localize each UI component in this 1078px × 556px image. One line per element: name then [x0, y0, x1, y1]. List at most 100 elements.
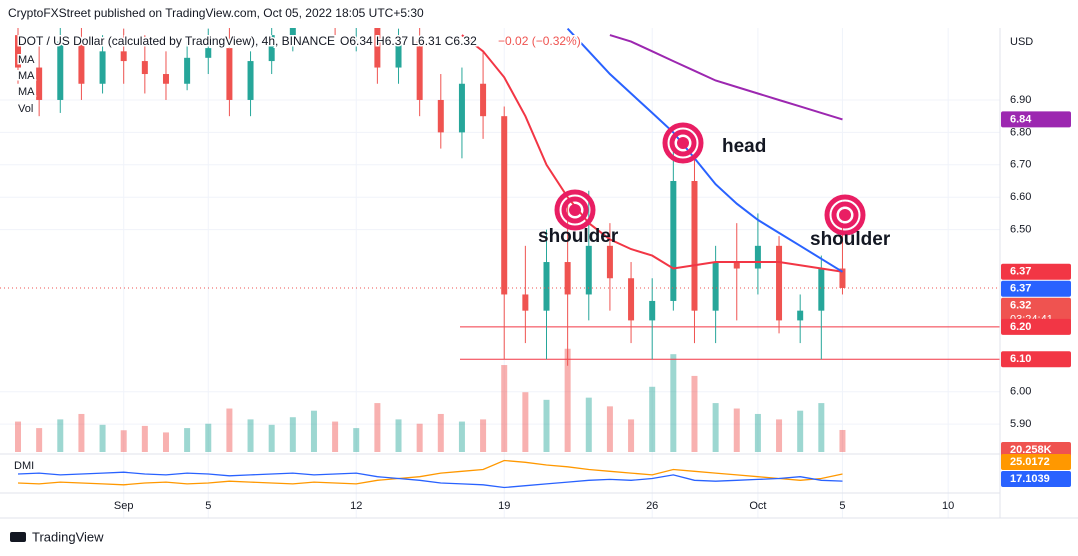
dmi-line	[17, 471, 843, 489]
volume-bar	[522, 392, 529, 452]
volume-bar	[691, 375, 698, 452]
candle-body	[501, 116, 508, 295]
candle-body	[818, 268, 825, 311]
volume-bar	[310, 410, 317, 452]
candle-body	[226, 48, 233, 100]
annotation-target	[569, 204, 581, 216]
indicator-label: MA	[18, 54, 35, 66]
level-badge-bg	[1001, 318, 1071, 335]
volume-bar	[99, 424, 106, 452]
candle-body	[480, 83, 487, 117]
volume-bar	[226, 408, 233, 452]
x-tick-label: 5	[205, 500, 211, 512]
volume-bar	[606, 406, 613, 452]
candle-body	[754, 245, 761, 269]
ma-badge: 6.37	[1010, 283, 1031, 295]
y-tick-label: 6.60	[1010, 191, 1031, 203]
ma-badge: 6.37	[1010, 266, 1031, 278]
candle-body	[374, 28, 381, 68]
candle-body	[437, 99, 444, 133]
annotation-target	[561, 196, 589, 224]
candle-body	[712, 262, 719, 311]
x-tick-label: 19	[498, 500, 510, 512]
volume-bar	[78, 413, 85, 452]
volume-badge: 20.258K	[1010, 444, 1052, 456]
volume-bar	[162, 432, 169, 452]
dmi-badge-bg	[1001, 454, 1071, 470]
candle-body	[15, 35, 21, 68]
price-badge: 6.32	[1010, 300, 1031, 312]
x-tick-label: 12	[350, 500, 362, 512]
candle-body	[458, 83, 465, 133]
dmi-line	[17, 459, 843, 486]
volume-bar	[628, 419, 635, 452]
volume-bar	[480, 419, 487, 452]
volume-bar	[818, 403, 825, 452]
volume-bar	[458, 421, 465, 452]
footer: TradingView	[32, 529, 104, 544]
volume-bar	[797, 410, 804, 452]
volume-bar	[57, 419, 64, 452]
candle-body	[416, 41, 423, 100]
annotation-text: shoulder	[538, 226, 619, 247]
ma-badge: 6.84	[1010, 113, 1032, 125]
x-tick-label: 10	[942, 500, 954, 512]
candle-body	[395, 41, 402, 68]
candle-body	[162, 74, 169, 84]
candle-body	[99, 51, 106, 84]
ma-badge-bg	[1001, 263, 1071, 280]
volume-bar	[564, 348, 571, 452]
x-tick-label: Sep	[114, 500, 134, 512]
footer-logo	[10, 532, 26, 542]
candle-body	[205, 48, 212, 58]
candle-body	[670, 181, 677, 301]
candle-body	[78, 41, 85, 84]
candle-body	[606, 245, 613, 279]
volume-bar	[437, 413, 444, 452]
moving-average	[461, 34, 843, 273]
candle-body	[289, 28, 296, 36]
y-tick-label: 6.90	[1010, 94, 1031, 106]
dmi-badge: 17.1039	[1010, 473, 1050, 485]
volume-bar	[754, 413, 761, 452]
candle-body	[522, 294, 529, 311]
dmi-badge: 25.0172	[1010, 456, 1050, 468]
x-tick-label: 5	[839, 500, 845, 512]
volume-bar	[585, 397, 592, 452]
volume-bar	[205, 423, 212, 452]
x-tick-label: Oct	[749, 500, 766, 512]
symbol: DOT / US Dollar (calculated by TradingVi…	[18, 34, 335, 48]
candle-body	[797, 310, 804, 321]
volume-badge-bg	[1001, 441, 1071, 458]
annotation-target	[669, 129, 697, 157]
indicator-label: MA	[18, 86, 35, 98]
change: −0.02 (−0.32%)	[498, 34, 581, 48]
moving-average	[566, 28, 844, 273]
annotation-target	[677, 137, 689, 149]
candle-body	[141, 61, 148, 75]
volume-bar	[839, 429, 846, 452]
volume-bar	[670, 354, 677, 452]
candle-body	[691, 181, 698, 311]
candle-body	[57, 41, 64, 100]
price-pane	[0, 28, 1000, 366]
indicator-label: Vol	[18, 103, 33, 115]
volume-bar	[15, 421, 21, 452]
header: CryptoFXStreet published on TradingView.…	[8, 6, 424, 20]
volume-bar	[501, 365, 508, 452]
volume-bar	[395, 419, 402, 452]
candle-body	[733, 262, 740, 269]
volume-bar	[36, 428, 43, 452]
candle-body	[120, 51, 127, 62]
annotation-target	[824, 194, 866, 236]
volume-bar	[353, 428, 360, 452]
volume-bar	[268, 424, 275, 452]
volume-bar	[733, 408, 740, 452]
currency: USD	[1010, 36, 1033, 48]
y-tick-label: 6.70	[1010, 159, 1031, 171]
y-tick-label: 5.90	[1010, 418, 1031, 430]
ma-badge-bg	[1001, 280, 1071, 297]
volume-bar	[184, 428, 191, 452]
volume-bar	[776, 419, 783, 452]
annotation-target	[831, 201, 859, 229]
